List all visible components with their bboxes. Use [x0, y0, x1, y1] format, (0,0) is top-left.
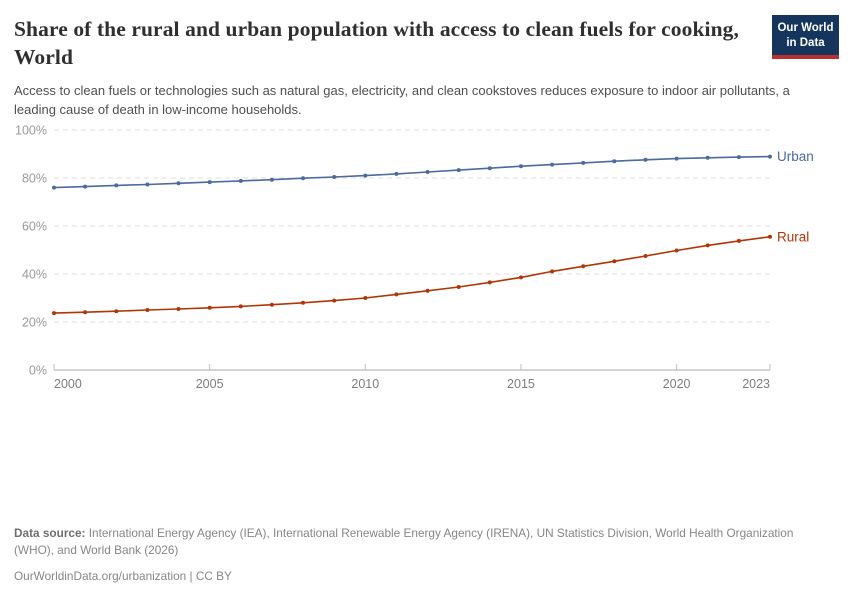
data-point — [519, 275, 523, 280]
data-point — [674, 156, 679, 161]
data-point — [425, 169, 430, 174]
y-tick-label: 40% — [22, 267, 47, 281]
data-point — [581, 264, 586, 269]
series-line-rural — [53, 235, 771, 314]
data-point — [301, 300, 305, 305]
data-source-label: Data source: — [14, 525, 86, 540]
data-point — [456, 284, 461, 289]
data-point — [643, 253, 648, 258]
data-point — [394, 171, 399, 176]
data-point — [301, 175, 305, 180]
data-point — [238, 304, 243, 309]
data-point — [736, 154, 741, 159]
data-point — [145, 182, 150, 187]
data-point — [363, 295, 368, 300]
data-point — [83, 184, 88, 189]
data-point — [674, 248, 679, 253]
chart-header: Share of the rural and urban population … — [0, 0, 850, 72]
data-point — [425, 288, 430, 293]
data-point — [332, 174, 337, 179]
data-source-text: International Energy Agency (IEA), Inter… — [14, 525, 794, 558]
x-tick-label: 2020 — [663, 377, 691, 391]
footer-link-row: OurWorldinData.org/urbanization | CC BY — [14, 568, 834, 585]
data-point — [705, 155, 710, 160]
data-point — [83, 309, 88, 314]
data-point — [581, 160, 586, 165]
y-tick-label: 100% — [15, 123, 47, 137]
data-point — [550, 269, 555, 274]
data-point — [145, 307, 150, 312]
data-point — [363, 173, 368, 178]
data-point — [269, 177, 274, 182]
data-point — [487, 280, 492, 285]
y-tick-label: 20% — [22, 315, 47, 329]
data-point — [52, 185, 56, 190]
x-tick-label: 2010 — [351, 377, 379, 391]
data-point — [519, 163, 523, 168]
data-point — [612, 158, 617, 163]
data-point — [768, 234, 772, 239]
data-point — [768, 154, 772, 159]
data-point — [612, 259, 617, 264]
data-point — [176, 181, 181, 186]
data-point — [705, 243, 710, 248]
owid-logo[interactable]: Our World in Data — [772, 15, 839, 60]
data-point — [238, 178, 243, 183]
data-point — [394, 292, 399, 297]
data-point — [52, 310, 56, 315]
data-point — [456, 167, 461, 172]
data-point — [114, 183, 119, 188]
y-tick-label: 80% — [22, 171, 47, 185]
data-point — [207, 305, 212, 310]
chart-footer: Data source: International Energy Agency… — [0, 517, 850, 585]
series-line-urban — [53, 155, 771, 189]
data-point — [269, 302, 274, 307]
y-tick-label: 0% — [29, 363, 47, 377]
chart-title: Share of the rural and urban population … — [14, 17, 740, 70]
line-chart: 0% 20% 40% 60% 80% 100% 2000 2005 2010 2015 2020 20… — [15, 123, 814, 391]
data-point — [487, 165, 492, 170]
footer-url-link[interactable]: OurWorldinData.org/urbanization | CC BY — [14, 568, 232, 583]
series-label-rural: Rural — [777, 229, 809, 244]
data-source-note: Data source: International Energy Agency… — [14, 525, 834, 560]
x-tick-label: 2015 — [507, 377, 535, 391]
data-point — [207, 179, 212, 184]
x-tick-label: 2000 — [54, 377, 82, 391]
chart-subtitle: Access to clean fuels or technologies su… — [14, 82, 790, 118]
data-point — [114, 308, 119, 313]
series-label-urban: Urban — [777, 149, 814, 164]
owid-logo-line2: in Data — [786, 36, 825, 49]
owid-logo-line1: Our World — [777, 22, 834, 34]
chart-plot-area: 0% 20% 40% 60% 80% 100% 2000 2005 2010 2015 2020 20… — [0, 121, 850, 517]
data-point — [643, 157, 648, 162]
data-point — [332, 298, 337, 303]
data-point — [176, 306, 181, 311]
data-point — [550, 162, 555, 167]
y-tick-label: 60% — [22, 219, 47, 233]
data-point — [736, 238, 741, 243]
x-tick-label: 2023 — [742, 377, 770, 391]
x-tick-label: 2005 — [196, 377, 224, 391]
